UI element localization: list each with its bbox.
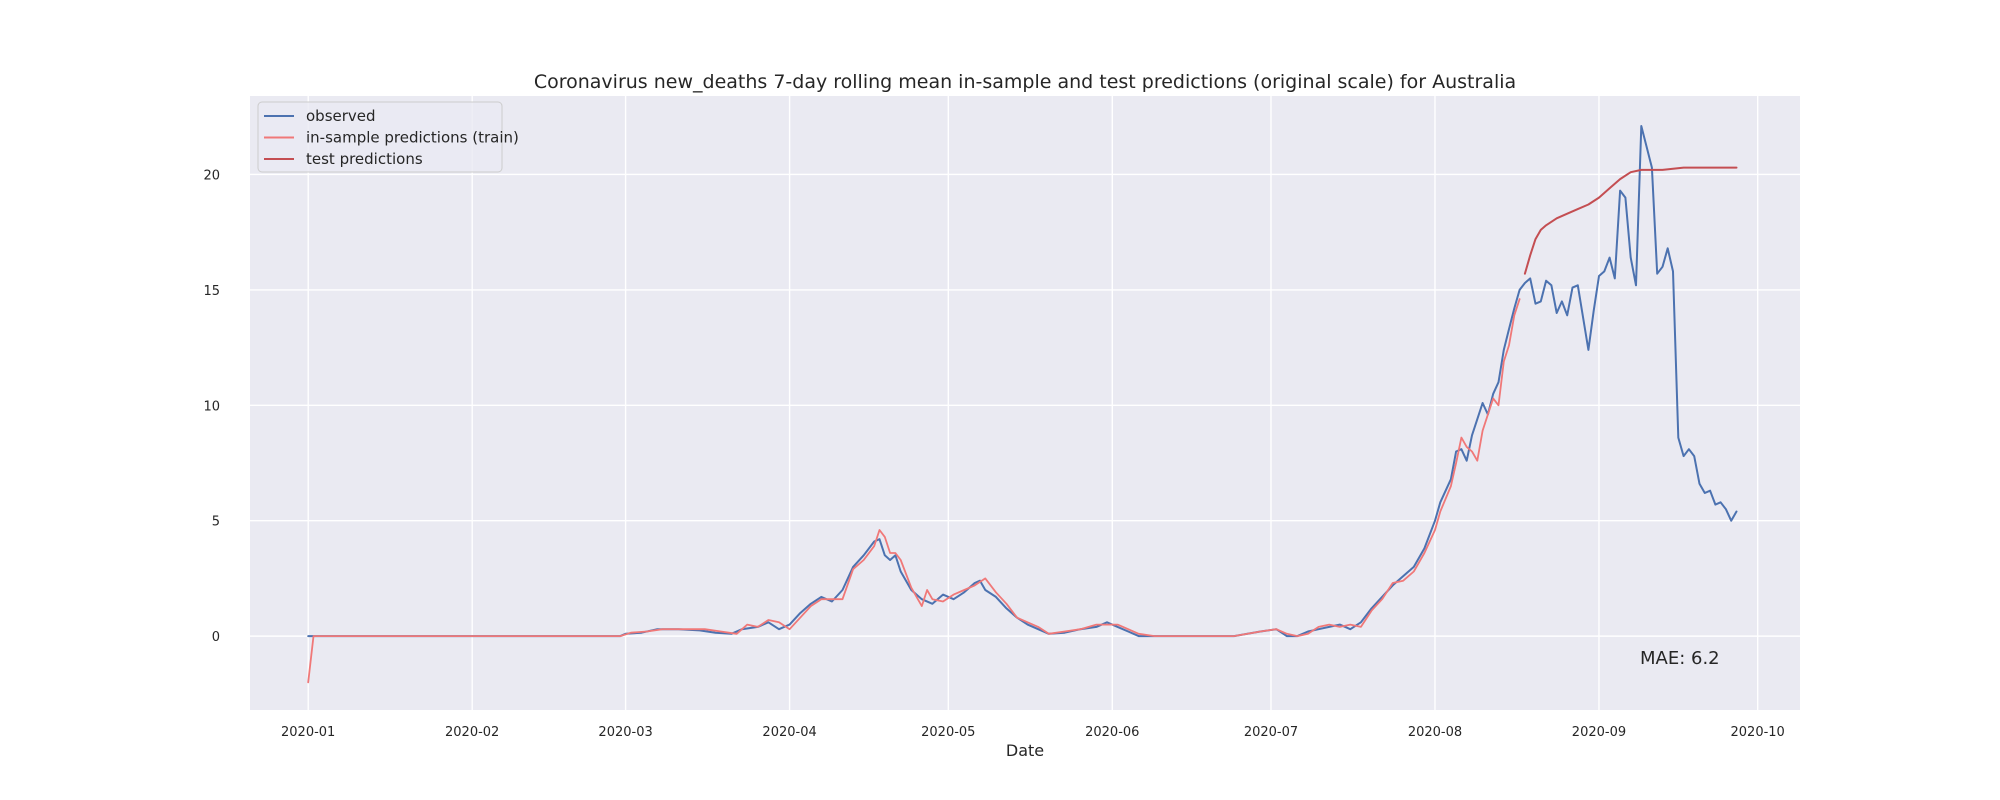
- x-tick-label: 2020-02: [445, 725, 499, 740]
- y-tick-label: 5: [212, 515, 220, 530]
- legend-label: test predictions: [306, 150, 423, 168]
- mae-annotation: MAE: 6.2: [1640, 648, 1720, 669]
- x-tick-label: 2020-05: [921, 725, 975, 740]
- x-tick-label: 2020-06: [1085, 725, 1139, 740]
- x-axis-label: Date: [1006, 741, 1044, 760]
- y-tick-label: 0: [212, 630, 220, 645]
- x-axis-ticks: 2020-01 2020-02 2020-03 2020-04 2020-05 2020-…: [281, 725, 1785, 740]
- legend: observed in-sample predictions (train) tes…: [258, 102, 519, 172]
- x-tick-label: 2020-08: [1408, 725, 1462, 740]
- x-tick-label: 2020-01: [281, 725, 335, 740]
- chart-title: Coronavirus new_deaths 7-day rolling mea…: [534, 71, 1516, 93]
- x-tick-label: 2020-10: [1731, 725, 1785, 740]
- x-tick-label: 2020-03: [598, 725, 652, 740]
- x-tick-label: 2020-09: [1572, 725, 1626, 740]
- plot-area: [250, 96, 1800, 710]
- y-tick-label: 15: [203, 284, 220, 299]
- x-tick-label: 2020-07: [1244, 725, 1298, 740]
- legend-label: observed: [306, 107, 376, 125]
- legend-label: in-sample predictions (train): [306, 129, 519, 147]
- y-axis-ticks: 0 5 10 15 20: [203, 168, 220, 645]
- x-tick-label: 2020-04: [762, 725, 816, 740]
- y-tick-label: 10: [203, 399, 220, 414]
- y-tick-label: 20: [203, 168, 220, 183]
